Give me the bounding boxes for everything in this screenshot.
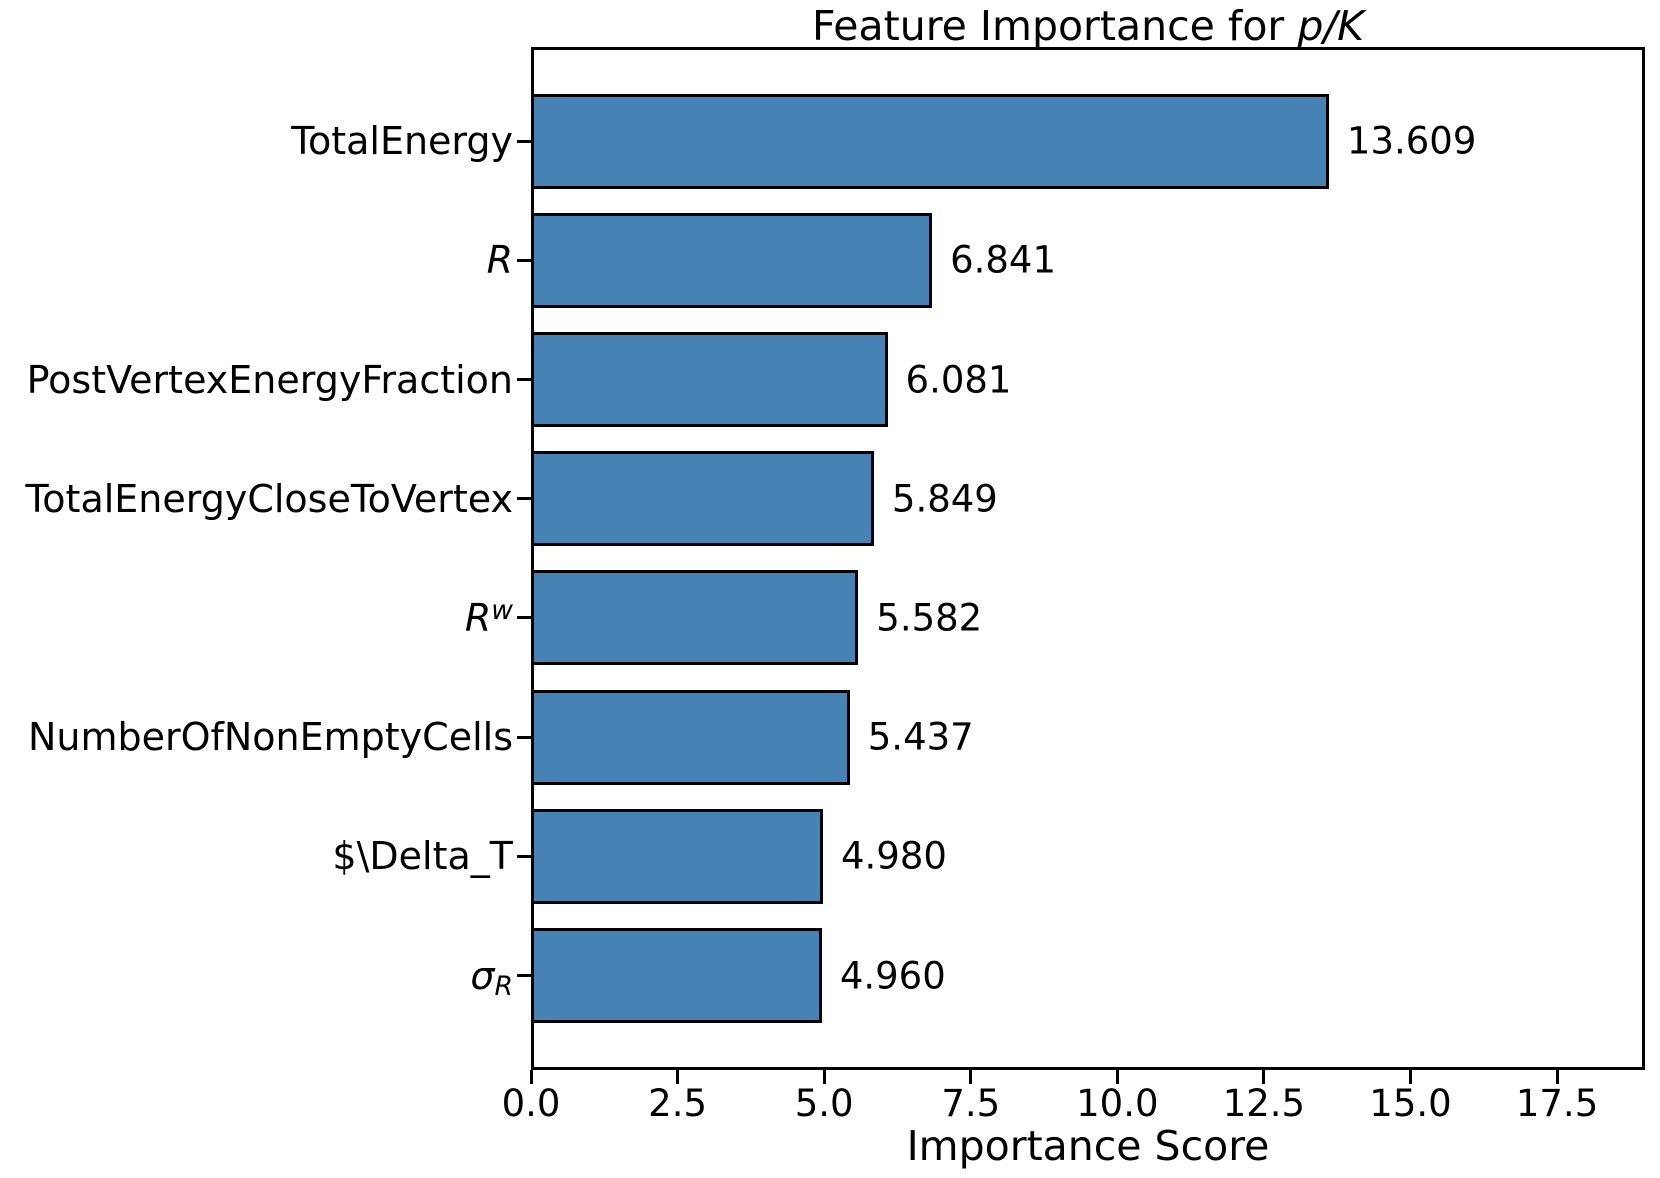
y-tick-label: $\Delta_T xyxy=(0,837,513,875)
bar-value-label: 4.960 xyxy=(839,954,946,998)
y-tick-mark xyxy=(517,258,531,262)
bar xyxy=(531,451,874,547)
bar-value-label: 13.609 xyxy=(1346,119,1477,163)
y-tick-label-segment: R xyxy=(464,595,492,640)
bar-value-label: 5.849 xyxy=(891,477,998,521)
y-tick-label-segment: $\Delta_T xyxy=(332,834,513,879)
y-tick-mark xyxy=(517,378,531,382)
x-tick-label: 15.0 xyxy=(1369,1082,1452,1125)
x-tick-mark xyxy=(1408,1070,1412,1084)
bar xyxy=(531,93,1329,189)
y-tick-label: R xyxy=(0,241,513,279)
y-tick-label: TotalEnergy xyxy=(0,122,513,160)
bar-value-label: 5.437 xyxy=(867,715,974,759)
y-tick-label: Rw xyxy=(0,595,513,640)
y-tick-label-segment: PostVertexEnergyFraction xyxy=(26,357,513,402)
x-tick-mark xyxy=(676,1070,680,1084)
y-tick-mark xyxy=(517,854,531,858)
x-tick-mark xyxy=(1555,1070,1559,1084)
y-tick-label: TotalEnergyCloseToVertex xyxy=(0,480,513,518)
y-tick-label-segment: w xyxy=(491,594,513,626)
plot-area xyxy=(531,47,1645,1070)
x-tick-mark xyxy=(1115,1070,1119,1084)
chart-title-text: Feature Importance for xyxy=(811,2,1298,50)
bar xyxy=(531,928,822,1024)
y-tick-mark xyxy=(517,974,531,978)
x-tick-mark xyxy=(969,1070,973,1084)
bar-value-label: 6.841 xyxy=(950,238,1057,282)
bar-value-label: 5.582 xyxy=(876,596,983,640)
y-tick-label: PostVertexEnergyFraction xyxy=(0,361,513,399)
x-tick-label: 5.0 xyxy=(794,1082,854,1125)
y-tick-mark xyxy=(517,616,531,620)
bar-value-label: 4.980 xyxy=(840,834,947,878)
x-tick-label: 0.0 xyxy=(501,1082,561,1125)
x-tick-label: 12.5 xyxy=(1222,1082,1306,1125)
x-tick-label: 17.5 xyxy=(1515,1082,1599,1125)
bar xyxy=(531,212,933,308)
x-axis-label: Importance Score xyxy=(906,1122,1270,1170)
y-tick-mark xyxy=(517,139,531,143)
x-tick-mark xyxy=(1262,1070,1266,1084)
x-tick-label: 7.5 xyxy=(941,1082,1001,1125)
bar xyxy=(531,332,888,428)
bar xyxy=(531,570,859,666)
bar-value-label: 6.081 xyxy=(905,358,1012,402)
y-tick-mark xyxy=(517,497,531,501)
y-tick-label-segment: R xyxy=(486,238,513,283)
chart-title-math: p/K xyxy=(1297,2,1365,50)
y-tick-label: NumberOfNonEmptyCells xyxy=(0,718,513,756)
bar xyxy=(531,808,823,904)
x-tick-mark xyxy=(822,1070,826,1084)
y-tick-label-segment: R xyxy=(494,971,513,1003)
bar xyxy=(531,689,850,785)
x-tick-label: 10.0 xyxy=(1076,1082,1159,1125)
y-tick-label-segment: TotalEnergyCloseToVertex xyxy=(25,476,513,521)
chart-title: Feature Importance for p/K xyxy=(531,2,1645,50)
x-tick-label: 2.5 xyxy=(648,1082,707,1125)
y-tick-label: σR xyxy=(0,953,513,1000)
y-tick-label-segment: NumberOfNonEmptyCells xyxy=(27,715,513,760)
y-tick-label-segment: TotalEnergy xyxy=(291,119,513,164)
y-tick-mark xyxy=(517,735,531,739)
y-tick-label-segment: σ xyxy=(470,953,495,998)
x-tick-mark xyxy=(529,1070,533,1084)
